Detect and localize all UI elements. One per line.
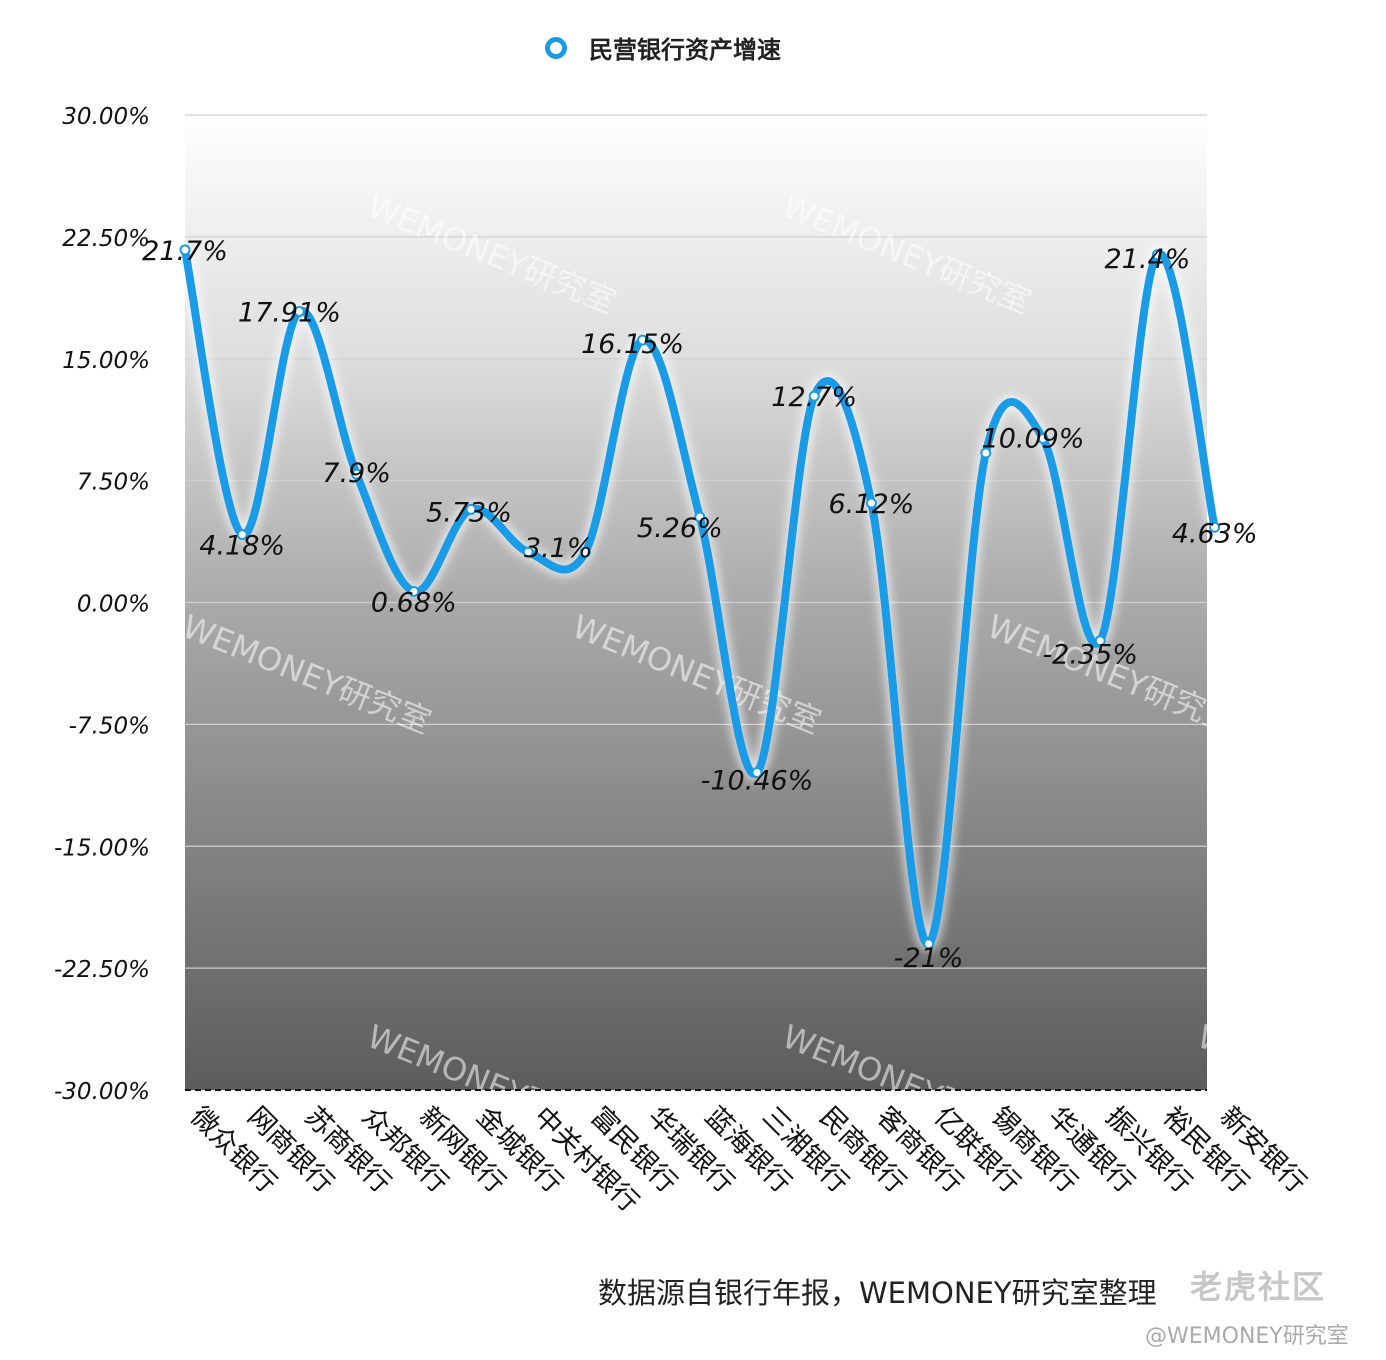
legend-label: 民营银行资产增速 <box>589 36 781 64</box>
data-label: 0.68% <box>371 587 457 618</box>
data-label: 4.18% <box>199 531 285 562</box>
legend-marker-icon <box>545 36 567 59</box>
data-label: 7.9% <box>322 458 391 489</box>
data-point <box>637 334 649 346</box>
data-point <box>1037 433 1049 445</box>
y-tick-label: 22.50% <box>62 226 150 252</box>
data-point <box>179 244 191 256</box>
data-point <box>751 766 763 778</box>
data-point <box>293 305 305 317</box>
data-label: -10.46% <box>701 765 814 796</box>
data-point <box>694 511 706 523</box>
y-tick-label: 15.00% <box>62 348 150 374</box>
data-point <box>1209 521 1221 533</box>
data-point <box>351 468 363 480</box>
y-tick-label: 7.50% <box>77 470 150 496</box>
y-tick-label: -30.00% <box>54 1079 150 1105</box>
data-point <box>865 497 877 509</box>
data-label: -2.35% <box>1042 640 1138 671</box>
data-label: 3.1% <box>524 533 593 564</box>
data-point <box>1151 249 1163 261</box>
data-point <box>923 938 935 950</box>
data-point <box>808 390 820 402</box>
y-tick-label: -15.00% <box>54 835 150 861</box>
source-note: 数据源自银行年报，WEMONEY研究室整理 <box>598 1276 1157 1310</box>
data-label: 4.63% <box>1172 518 1258 549</box>
data-label: 5.26% <box>637 513 723 544</box>
data-point <box>408 585 420 597</box>
data-label: 6.12% <box>829 489 915 520</box>
y-tick-label: -22.50% <box>54 957 150 983</box>
handle-watermark: @WEMONEY研究室 <box>1145 1324 1349 1349</box>
data-point <box>236 529 248 541</box>
y-tick-label: 0.00% <box>77 592 150 618</box>
plot-watermark: WEMONEY研究室 <box>1197 187 1386 321</box>
data-label: 16.15% <box>581 329 684 360</box>
data-point <box>1094 635 1106 647</box>
y-tick-label: -7.50% <box>69 713 150 739</box>
data-label: -21% <box>894 943 964 974</box>
data-point <box>465 503 477 515</box>
data-label: 17.91% <box>238 297 341 328</box>
data-label: 10.09% <box>982 424 1085 455</box>
data-label: 21.7% <box>142 236 228 267</box>
y-tick-label: 30.00% <box>62 104 150 130</box>
data-point <box>522 546 534 558</box>
site-watermark: 老虎社区 <box>1190 1268 1327 1306</box>
data-label: 21.4% <box>1105 244 1191 275</box>
legend: 民营银行资产增速 <box>545 30 781 65</box>
data-point <box>980 447 992 459</box>
data-point <box>579 546 591 558</box>
data-label: 5.73% <box>426 497 512 528</box>
plot-watermark: WEMONEY研究室 <box>1192 1017 1386 1151</box>
data-label: 12.7% <box>771 382 857 413</box>
